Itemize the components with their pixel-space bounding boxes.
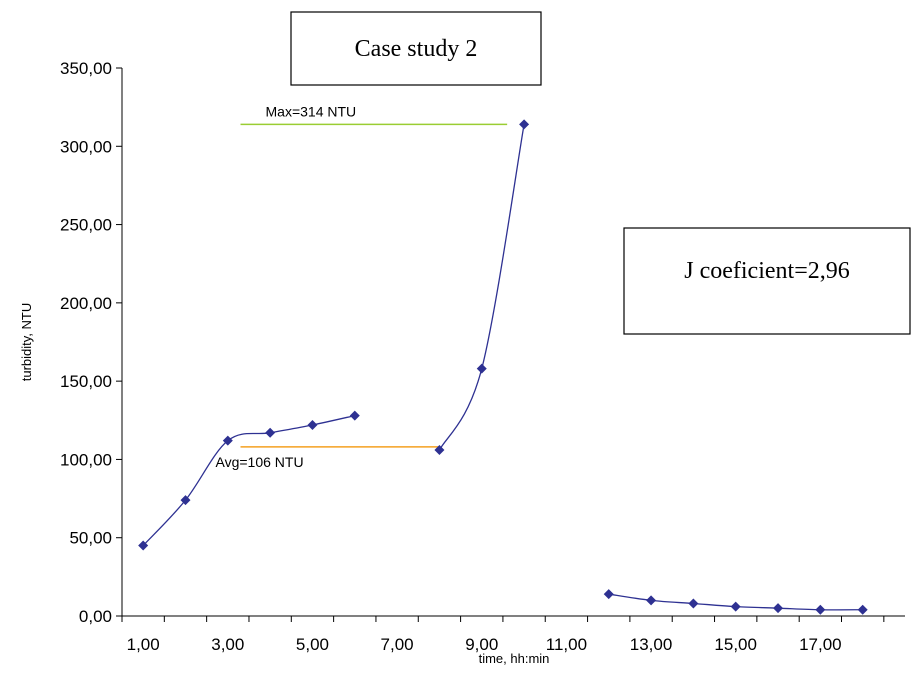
x-tick-label: 15,00	[714, 635, 757, 654]
series-layer	[138, 119, 868, 615]
title-box	[290, 11, 542, 86]
y-tick-label: 350,00	[60, 59, 112, 78]
y-tick-label: 100,00	[60, 450, 112, 469]
y-ticks: 0,00 50,00 100,00 150,00 200,00 250,00 300,00 3…	[60, 59, 122, 626]
x-ticks: 1,00 3,00 5,00 7,00 9,00 11,00 13,00 15,00 17,00	[121, 616, 885, 654]
x-tick-label: 11,00	[546, 635, 587, 654]
data-point	[857, 604, 868, 615]
y-tick-label: 50,00	[69, 529, 112, 548]
data-point	[349, 410, 360, 421]
data-point	[603, 589, 614, 600]
data-point	[688, 598, 699, 609]
x-tick-label: 13,00	[630, 635, 673, 654]
axes	[121, 68, 905, 617]
y-tick-label: 300,00	[60, 137, 112, 156]
x-tick-label: 9,00	[465, 635, 498, 654]
x-axis-title: time, hh:min	[479, 651, 550, 666]
data-point	[265, 427, 276, 438]
y-tick-label: 200,00	[60, 294, 112, 313]
series-line	[438, 124, 525, 451]
data-point	[434, 445, 445, 456]
j-coefficient-text: J coeficient=2,96	[684, 258, 849, 284]
data-point	[519, 119, 530, 130]
data-point	[730, 601, 741, 612]
y-tick-label: 250,00	[60, 216, 112, 235]
x-tick-label: 1,00	[127, 635, 160, 654]
data-point	[476, 363, 487, 374]
reference-line-label: Max=314 NTU	[266, 103, 357, 119]
reference-line-label: Avg=106 NTU	[216, 454, 304, 470]
x-tick-label: 5,00	[296, 635, 329, 654]
y-axis-title: turbidity, NTU	[19, 303, 34, 382]
data-point	[307, 419, 318, 430]
x-tick-label: 7,00	[381, 635, 414, 654]
y-tick-label: 0,00	[79, 607, 112, 626]
j-coefficient-box	[623, 227, 911, 335]
x-tick-label: 17,00	[799, 635, 842, 654]
data-point	[815, 604, 826, 615]
data-point	[138, 540, 149, 551]
data-point	[773, 603, 784, 614]
y-tick-label: 150,00	[60, 372, 112, 391]
data-point	[646, 595, 657, 606]
chart-title: Case study 2	[355, 36, 478, 62]
x-tick-label: 3,00	[211, 635, 244, 654]
data-point	[180, 495, 191, 506]
reference-lines: Max=314 NTU Avg=106 NTU	[216, 103, 508, 470]
data-point	[222, 435, 233, 446]
